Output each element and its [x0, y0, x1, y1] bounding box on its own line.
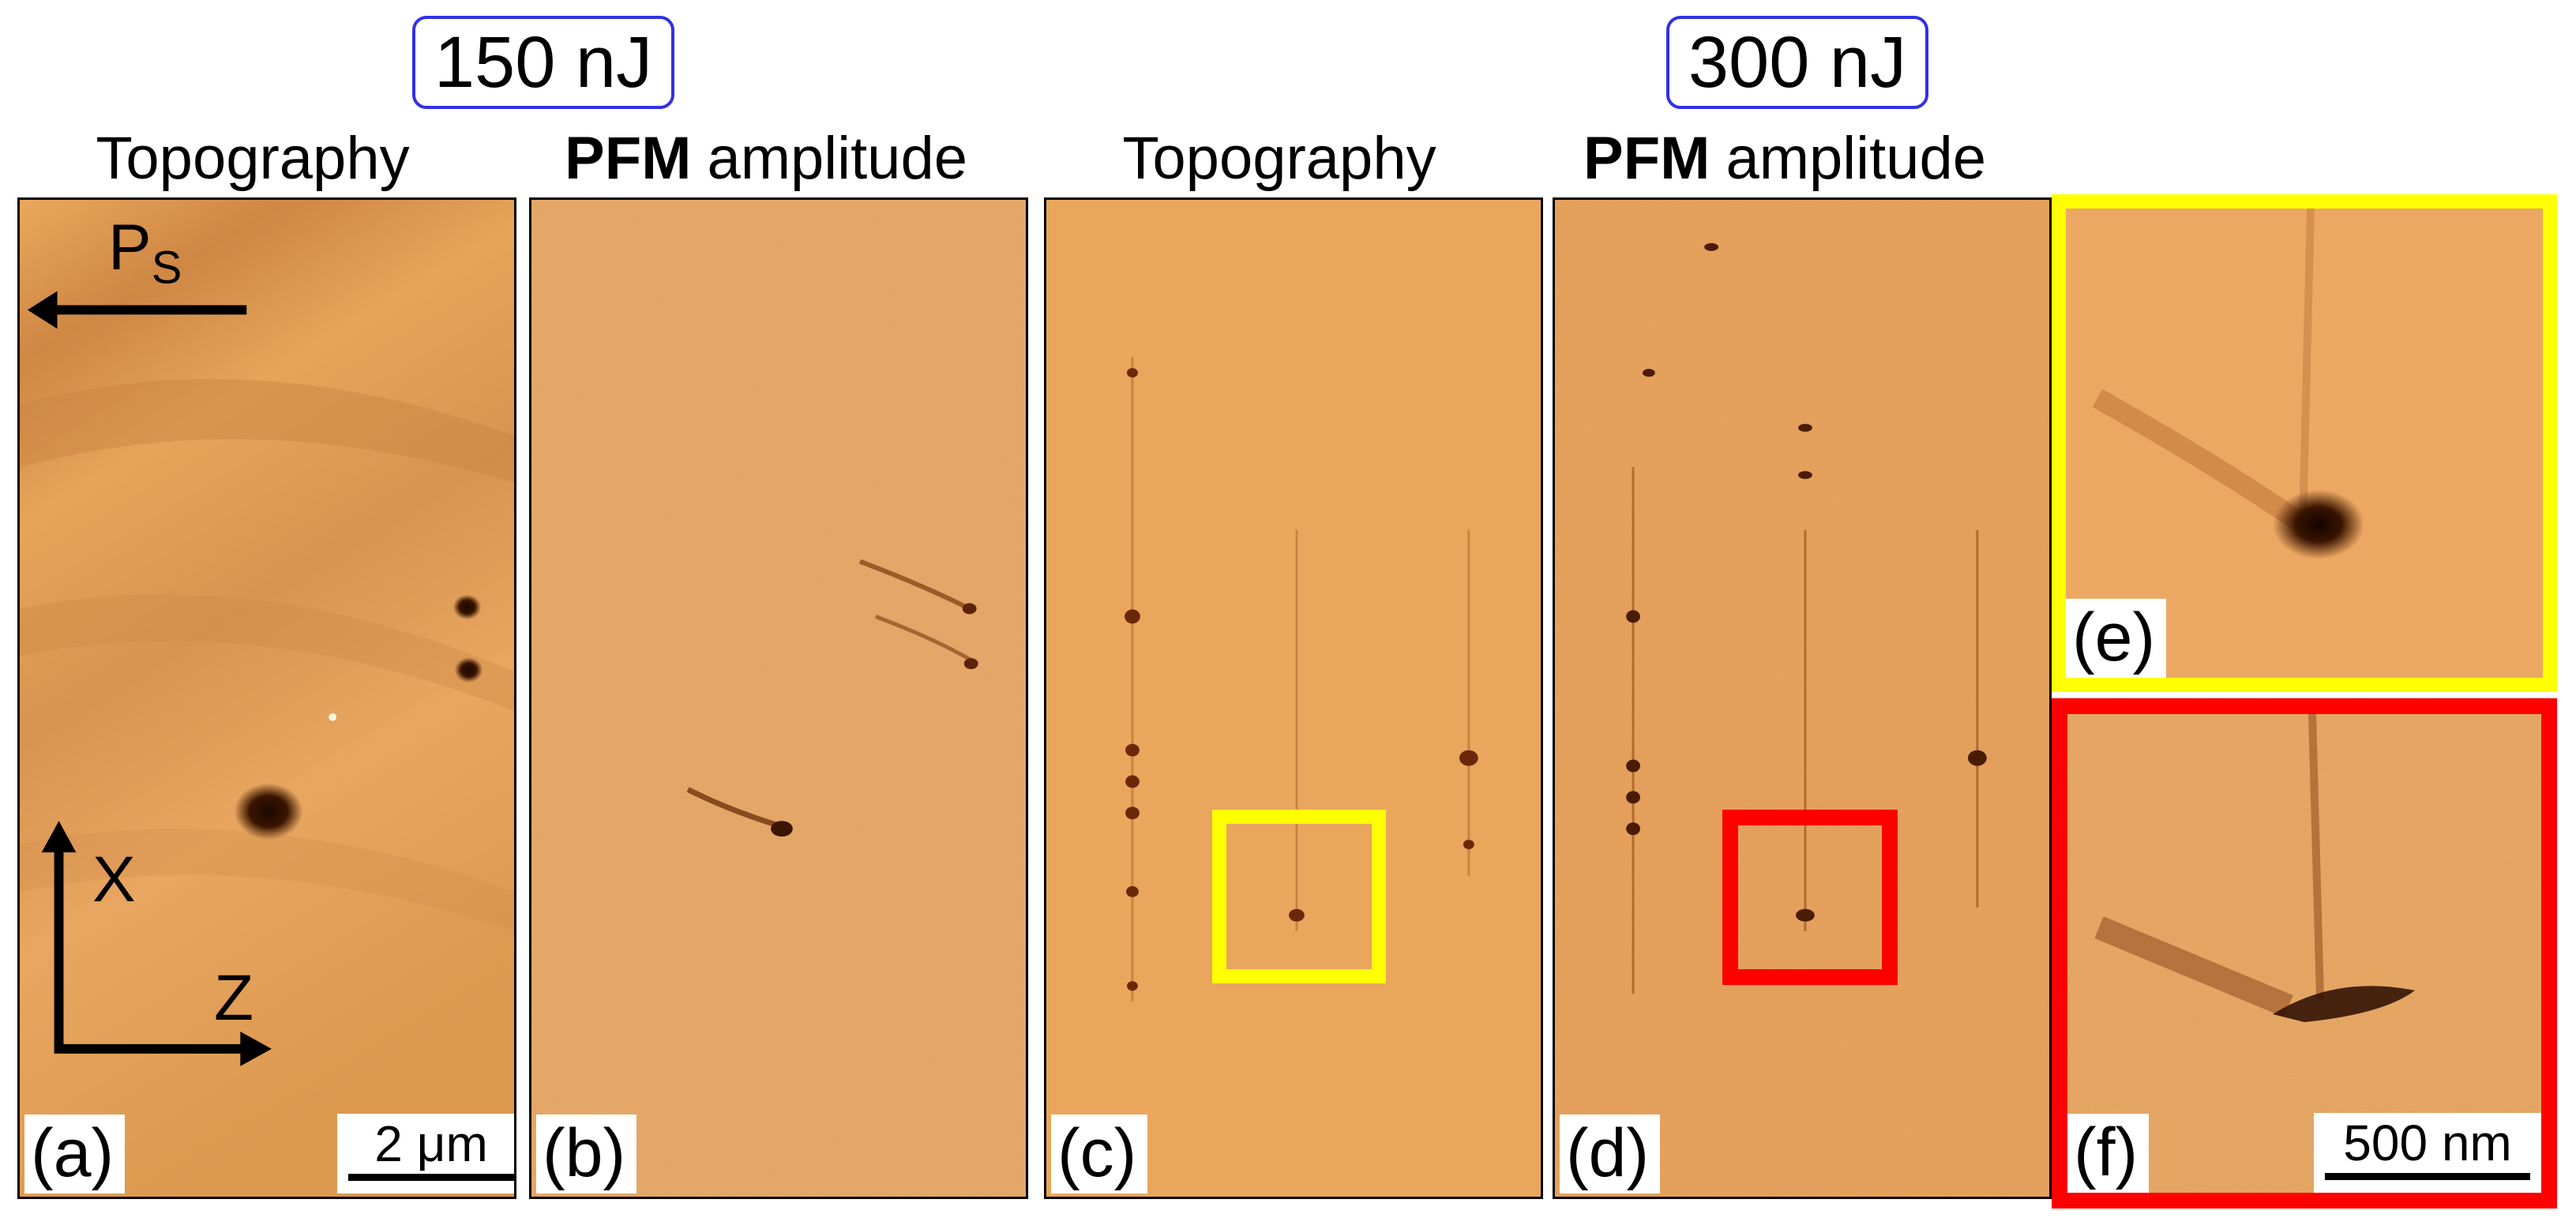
panel-a-image	[20, 200, 514, 1197]
scalebar-a-bar	[348, 1174, 514, 1181]
inset-f-zoom: (f) 500 nm	[2052, 698, 2557, 1209]
panel-d-image	[1555, 200, 2049, 1197]
polarization-label-main: P	[108, 212, 152, 284]
title-d-bold: PFM	[1583, 124, 1710, 192]
scalebar-f: 500 nm	[2314, 1113, 2541, 1193]
title-b-text: amplitude	[707, 124, 967, 192]
yellow-selection-box	[1212, 810, 1386, 983]
title-a-text: Topography	[96, 124, 410, 192]
title-b: PFM amplitude	[513, 118, 1019, 197]
title-c: Topography	[1027, 118, 1532, 197]
panel-c-image	[1046, 200, 1541, 1197]
scalebar-a-label: 2 μm	[374, 1115, 488, 1172]
panel-label-d: (d)	[1560, 1115, 1661, 1194]
axis-x-label: X	[92, 844, 136, 915]
inset-e-image	[2066, 209, 2543, 678]
title-b-bold: PFM	[565, 124, 692, 192]
panel-a-topography: PS X Z (a) 2 μm	[17, 197, 516, 1199]
inset-e-zoom: (e)	[2052, 194, 2557, 692]
title-a: Topography	[0, 118, 505, 197]
energy-label-300nj: 300 nJ	[1666, 16, 1928, 109]
panel-c-topography: (c)	[1044, 197, 1543, 1199]
title-d: PFM amplitude	[1532, 118, 2037, 197]
panel-label-e: (e)	[2066, 599, 2167, 678]
title-d-text: amplitude	[1725, 124, 1986, 192]
axis-z-label: Z	[214, 962, 254, 1034]
scalebar-f-label: 500 nm	[2343, 1115, 2512, 1171]
panel-label-c: (c)	[1051, 1115, 1148, 1194]
panel-b-image	[531, 200, 1026, 1197]
panel-label-f: (f)	[2067, 1114, 2150, 1193]
red-selection-box	[1722, 810, 1898, 985]
panel-b-pfm-amplitude: (b)	[529, 197, 1028, 1199]
panel-d-pfm-amplitude: (d)	[1553, 197, 2052, 1199]
panel-label-b: (b)	[536, 1115, 637, 1194]
polarization-label: PS	[108, 216, 182, 291]
energy-label-150nj: 150 nJ	[412, 16, 674, 109]
scalebar-a: 2 μm	[337, 1114, 514, 1194]
title-c-text: Topography	[1122, 124, 1436, 192]
scalebar-f-bar	[2325, 1173, 2530, 1180]
polarization-label-sub: S	[151, 242, 182, 294]
inset-f-image	[2067, 714, 2541, 1193]
panel-label-a: (a)	[24, 1115, 126, 1194]
